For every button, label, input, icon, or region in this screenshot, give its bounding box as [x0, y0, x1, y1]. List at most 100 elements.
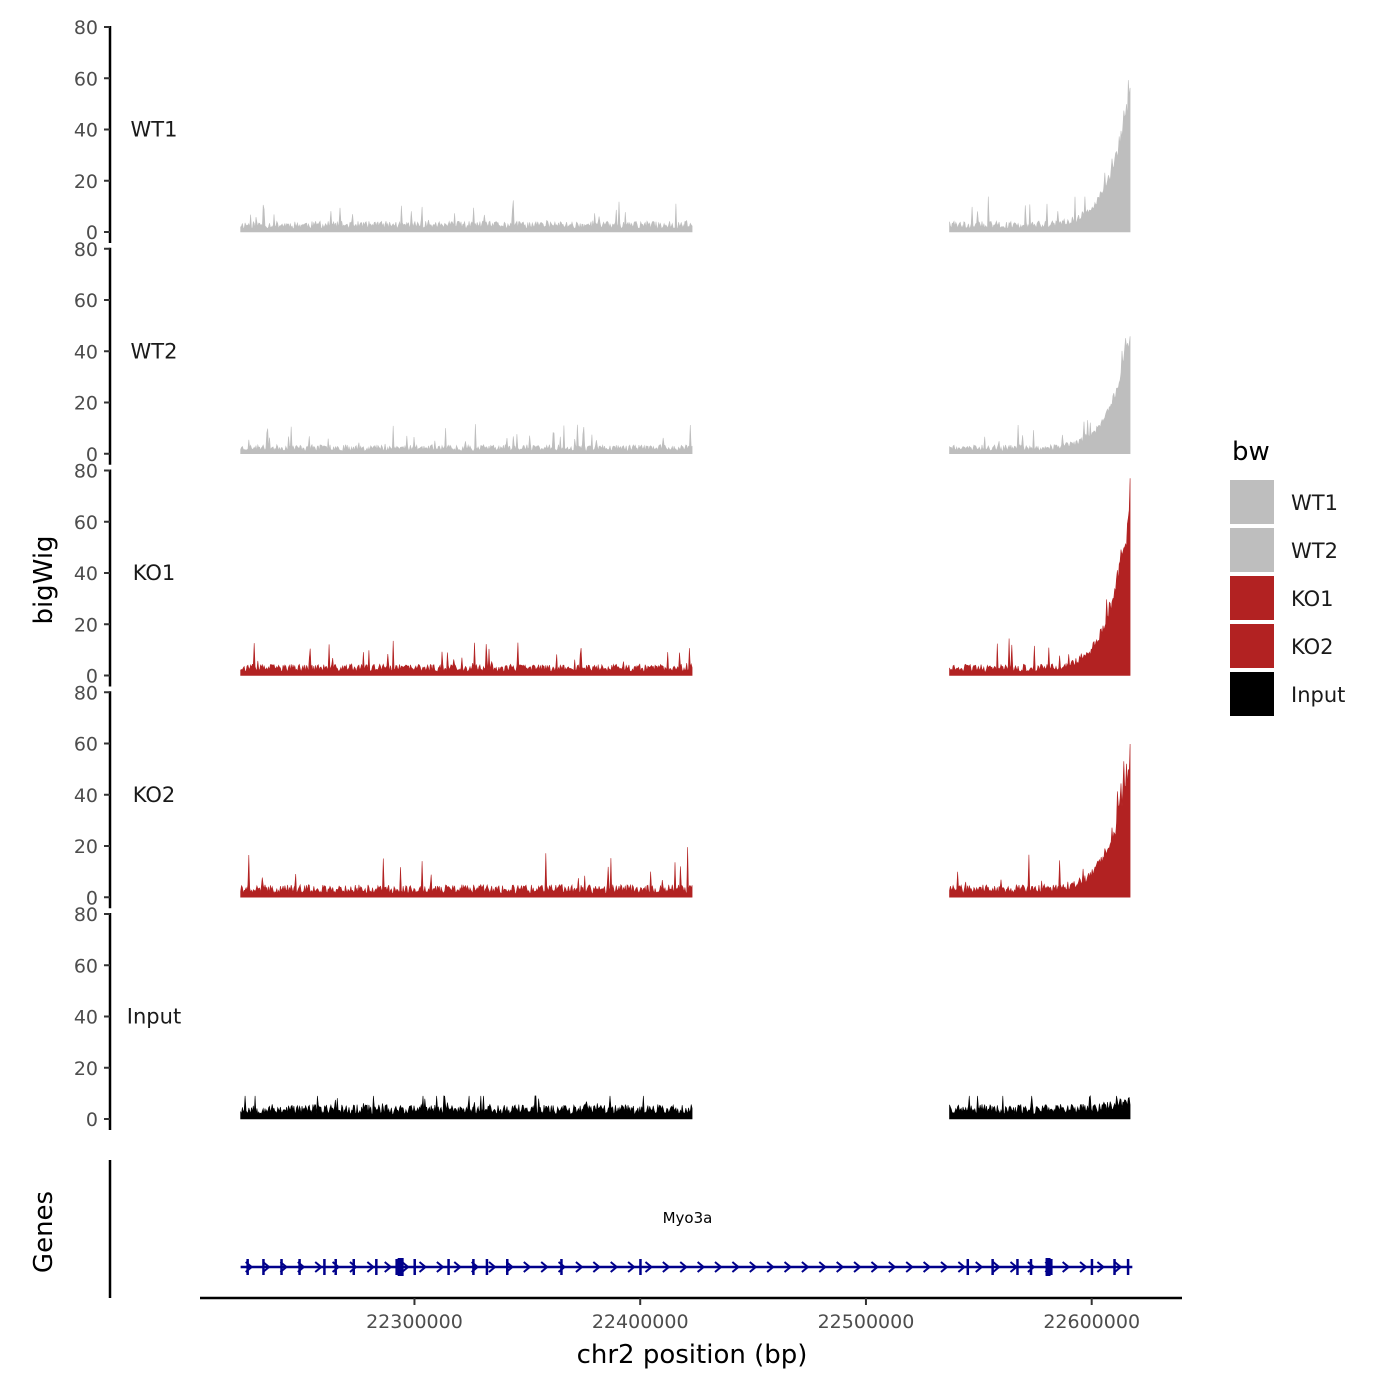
y-tick-label: 40 — [74, 341, 98, 363]
y-axis-title: bigWig — [29, 535, 59, 624]
track-label-wt1: WT1 — [131, 118, 178, 142]
signal-ko1-segment-2 — [949, 478, 1131, 676]
strand-arrow — [453, 1261, 462, 1273]
gene-exon — [1016, 1259, 1019, 1275]
legend-label-ko1: KO1 — [1291, 587, 1334, 611]
strand-arrow — [749, 1261, 758, 1273]
legend-label-wt2: WT2 — [1291, 539, 1338, 563]
legend-title: bw — [1232, 437, 1270, 467]
y-tick-label: 60 — [74, 290, 98, 312]
signal-wt2-segment-1 — [240, 424, 693, 455]
y-tick-label: 60 — [74, 955, 98, 977]
legend-key-wt1 — [1230, 480, 1274, 524]
legend: WT1 WT2 KO1 KO2 Input — [1230, 480, 1345, 716]
gene-exon — [560, 1259, 563, 1275]
y-tick-label: 40 — [74, 1007, 98, 1029]
gene-exon — [352, 1259, 356, 1275]
gene-exon — [395, 1259, 398, 1275]
gene-exon — [1045, 1258, 1051, 1276]
strand-arrow — [1079, 1261, 1088, 1273]
strand-arrow — [940, 1261, 949, 1273]
strand-arrow — [1096, 1261, 1105, 1273]
legend-key-input — [1230, 672, 1274, 716]
y-tick-label: 40 — [74, 785, 98, 807]
x-tick-label: 22300000 — [366, 1311, 463, 1333]
strand-arrow — [922, 1261, 932, 1273]
strand-arrow — [523, 1261, 532, 1273]
y-tick-label: 40 — [74, 120, 98, 142]
signal-input-segment-2 — [949, 1095, 1131, 1120]
gene-exon — [262, 1259, 265, 1275]
gene-exon — [323, 1259, 326, 1275]
gene-exon — [472, 1259, 475, 1275]
strand-arrow — [662, 1261, 671, 1273]
legend-label-wt1: WT1 — [1291, 491, 1338, 515]
gene-exon — [298, 1259, 301, 1275]
signal-ko2-segment-2 — [949, 743, 1131, 898]
strand-arrow — [401, 1261, 410, 1273]
strand-arrow — [853, 1261, 862, 1273]
x-axis-title: chr2 position (bp) — [577, 1340, 808, 1370]
y-tick-label: 20 — [74, 836, 98, 858]
genes-panel-title: Genes — [29, 1191, 59, 1273]
strand-arrow — [696, 1261, 706, 1273]
track-panel-ko2: 0 20 40 60 80 KO2 — [74, 682, 1131, 909]
signal-wt1-segment-2 — [949, 80, 1131, 233]
strand-arrow — [905, 1261, 914, 1273]
y-tick-label: 60 — [74, 68, 98, 90]
strand-arrow — [575, 1261, 584, 1273]
strand-arrow — [1114, 1261, 1123, 1273]
strand-arrow — [783, 1261, 793, 1273]
strand-arrow — [349, 1261, 358, 1273]
strand-arrow — [436, 1261, 445, 1273]
legend-label-ko2: KO2 — [1291, 635, 1334, 659]
gene-exon — [485, 1259, 489, 1275]
y-tick-label: 80 — [74, 904, 98, 926]
strand-arrow — [731, 1261, 740, 1273]
gene-exon — [991, 1259, 994, 1275]
strand-arrow — [488, 1261, 497, 1273]
gene-exon — [280, 1259, 283, 1275]
gene-exon — [1126, 1259, 1130, 1275]
gene-exon — [397, 1258, 404, 1276]
gene-exon — [413, 1259, 416, 1275]
signal-ko2-segment-1 — [240, 847, 693, 898]
gene-exon — [1029, 1259, 1033, 1275]
gene-exon — [966, 1259, 970, 1275]
signal-wt2-segment-2 — [949, 336, 1131, 455]
y-tick-label: 20 — [74, 1058, 98, 1080]
track-label-input: Input — [127, 1005, 181, 1029]
genes-layer: Myo3a — [108, 1160, 1133, 1298]
gene-exon — [1113, 1259, 1116, 1275]
track-label-ko1: KO1 — [133, 561, 176, 585]
strand-arrow — [627, 1261, 636, 1273]
x-axis: 22300000 22400000 22500000 22600000 — [200, 1296, 1182, 1333]
strand-arrow — [836, 1261, 845, 1273]
gene-exon — [506, 1259, 509, 1275]
y-tick-label: 0 — [86, 1109, 98, 1131]
strand-arrow — [818, 1261, 827, 1273]
y-tick-label: 80 — [74, 682, 98, 704]
track-label-ko2: KO2 — [133, 783, 176, 807]
strand-arrow — [975, 1261, 984, 1273]
gene-exon — [447, 1259, 450, 1275]
signal-ko1-segment-1 — [240, 640, 693, 676]
strand-arrow — [262, 1261, 271, 1273]
strand-arrow — [870, 1261, 879, 1273]
x-tick-label: 22600000 — [1043, 1311, 1140, 1333]
track-panel-wt2: 0 20 40 60 80 WT2 — [74, 239, 1131, 466]
y-tick-label: 0 — [86, 222, 98, 244]
strand-arrow — [384, 1261, 393, 1273]
strand-arrow — [592, 1261, 601, 1273]
y-tick-label: 80 — [74, 239, 98, 261]
strand-arrow — [766, 1261, 775, 1273]
strand-arrow — [957, 1261, 966, 1273]
strand-arrow — [888, 1261, 897, 1273]
strand-arrow — [366, 1261, 375, 1273]
y-tick-label: 0 — [86, 666, 98, 688]
signal-wt1-segment-1 — [240, 200, 693, 233]
strand-arrow — [992, 1261, 1001, 1273]
strand-arrow — [540, 1261, 549, 1273]
tracks-layer: 0 20 40 60 80 WT1 0 20 40 60 80 WT2 0 20 40 60 80 KO1 0 20 4… — [74, 17, 1131, 1131]
